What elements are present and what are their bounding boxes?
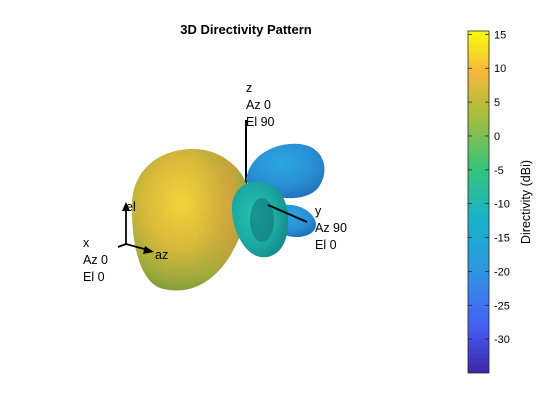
colorbar-tick-label: -15 <box>494 233 510 245</box>
colorbar-label: Directivity (dBi) <box>519 160 533 244</box>
x-axis-az: Az 0 <box>83 253 108 267</box>
z-axis-az: Az 0 <box>246 98 271 112</box>
colorbar-ticks: 15 10 5 0 -5 -10 -15 -20 -25 -30 <box>468 29 510 346</box>
ring-lobe-hole <box>250 198 274 242</box>
x-axis-name: x <box>83 236 90 250</box>
z-axis-el: El 90 <box>246 115 275 129</box>
colorbar <box>467 30 490 374</box>
colorbar-tick-label: -30 <box>494 334 510 346</box>
main-lobe-shading <box>131 148 250 291</box>
triad-az-label: az <box>155 248 168 262</box>
az-el-triad <box>117 202 154 254</box>
z-axis-name: z <box>246 81 252 95</box>
y-axis-name: y <box>315 204 322 218</box>
colorbar-tick-label: -20 <box>494 266 510 278</box>
colorbar-tick-label: -25 <box>494 300 510 312</box>
colorbar-tick-label: 15 <box>494 29 506 41</box>
triad-el-label: el <box>126 200 136 214</box>
colorbar-tick-label: 0 <box>494 131 500 143</box>
x-axis-el: El 0 <box>83 270 105 284</box>
colorbar-tick-label: -5 <box>494 165 504 177</box>
y-axis-el: El 0 <box>315 238 337 252</box>
colorbar-tick-label: 5 <box>494 97 500 109</box>
y-axis-line <box>267 204 308 223</box>
colorbar-tick-label: -10 <box>494 199 510 211</box>
y-axis-az: Az 90 <box>315 221 347 235</box>
colorbar-tick-label: 10 <box>494 63 506 75</box>
chart-title: 3D Directivity Pattern <box>180 22 312 37</box>
